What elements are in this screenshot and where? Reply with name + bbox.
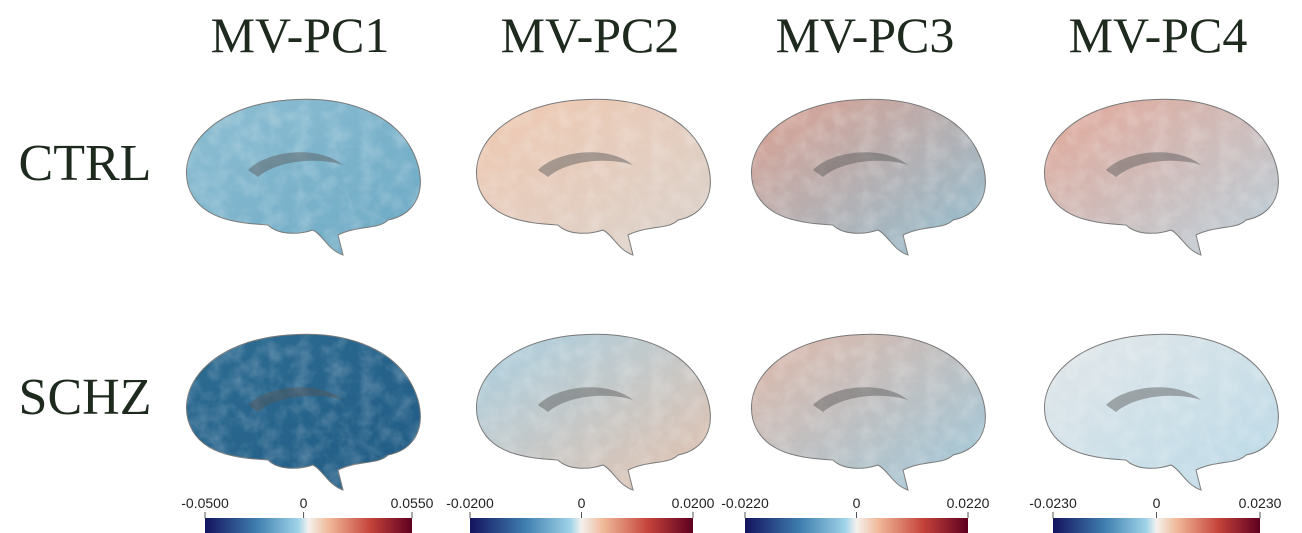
- column-title: MV-PC3: [776, 7, 955, 63]
- colorbar-tick-label: -0.0220: [721, 495, 769, 511]
- brain-render: [1044, 334, 1278, 490]
- brain-render: [751, 334, 985, 490]
- colorbar-tick-label: -0.0200: [446, 495, 494, 511]
- colorbar: [205, 518, 412, 533]
- brain-texture: [186, 334, 420, 490]
- brain-render: [751, 99, 985, 255]
- colorbar: [1053, 518, 1260, 533]
- colorbar-tick-label: 0.0230: [1239, 495, 1282, 511]
- colorbar-tick-label: 0.0550: [391, 495, 434, 511]
- brain-texture: [476, 99, 710, 255]
- colorbar-tick-label: 0: [1153, 495, 1161, 511]
- brain-render: [186, 99, 420, 255]
- colorbar: [745, 518, 968, 533]
- brain-texture: [751, 99, 985, 255]
- brain-render: [186, 334, 420, 490]
- column-title: MV-PC2: [501, 7, 680, 63]
- brain-render: [476, 99, 710, 255]
- column-title: MV-PC1: [211, 7, 390, 63]
- colorbar-tick-label: 0: [300, 495, 308, 511]
- brain-texture: [1044, 99, 1278, 255]
- row-label: CTRL: [19, 135, 152, 192]
- brain-texture: [1044, 334, 1278, 490]
- row-label: SCHZ: [19, 369, 152, 426]
- colorbar-tick-label: -0.0230: [1029, 495, 1077, 511]
- brain-texture: [476, 334, 710, 490]
- brain-texture: [751, 334, 985, 490]
- column-title: MV-PC4: [1069, 7, 1248, 63]
- brain-render: [476, 334, 710, 490]
- colorbar: [470, 518, 693, 533]
- colorbar-tick-label: -0.0500: [181, 495, 229, 511]
- figure: CTRL SCHZ MV-PC1 -0.0500 0 0.0550 MV-PC2 -0.0…: [0, 0, 1302, 533]
- colorbar-tick-label: 0: [853, 495, 861, 511]
- brain-texture: [186, 99, 420, 255]
- colorbar-tick-label: 0.0220: [947, 495, 990, 511]
- colorbar-tick-label: 0: [578, 495, 586, 511]
- brain-render: [1044, 99, 1278, 255]
- colorbar-tick-label: 0.0200: [672, 495, 715, 511]
